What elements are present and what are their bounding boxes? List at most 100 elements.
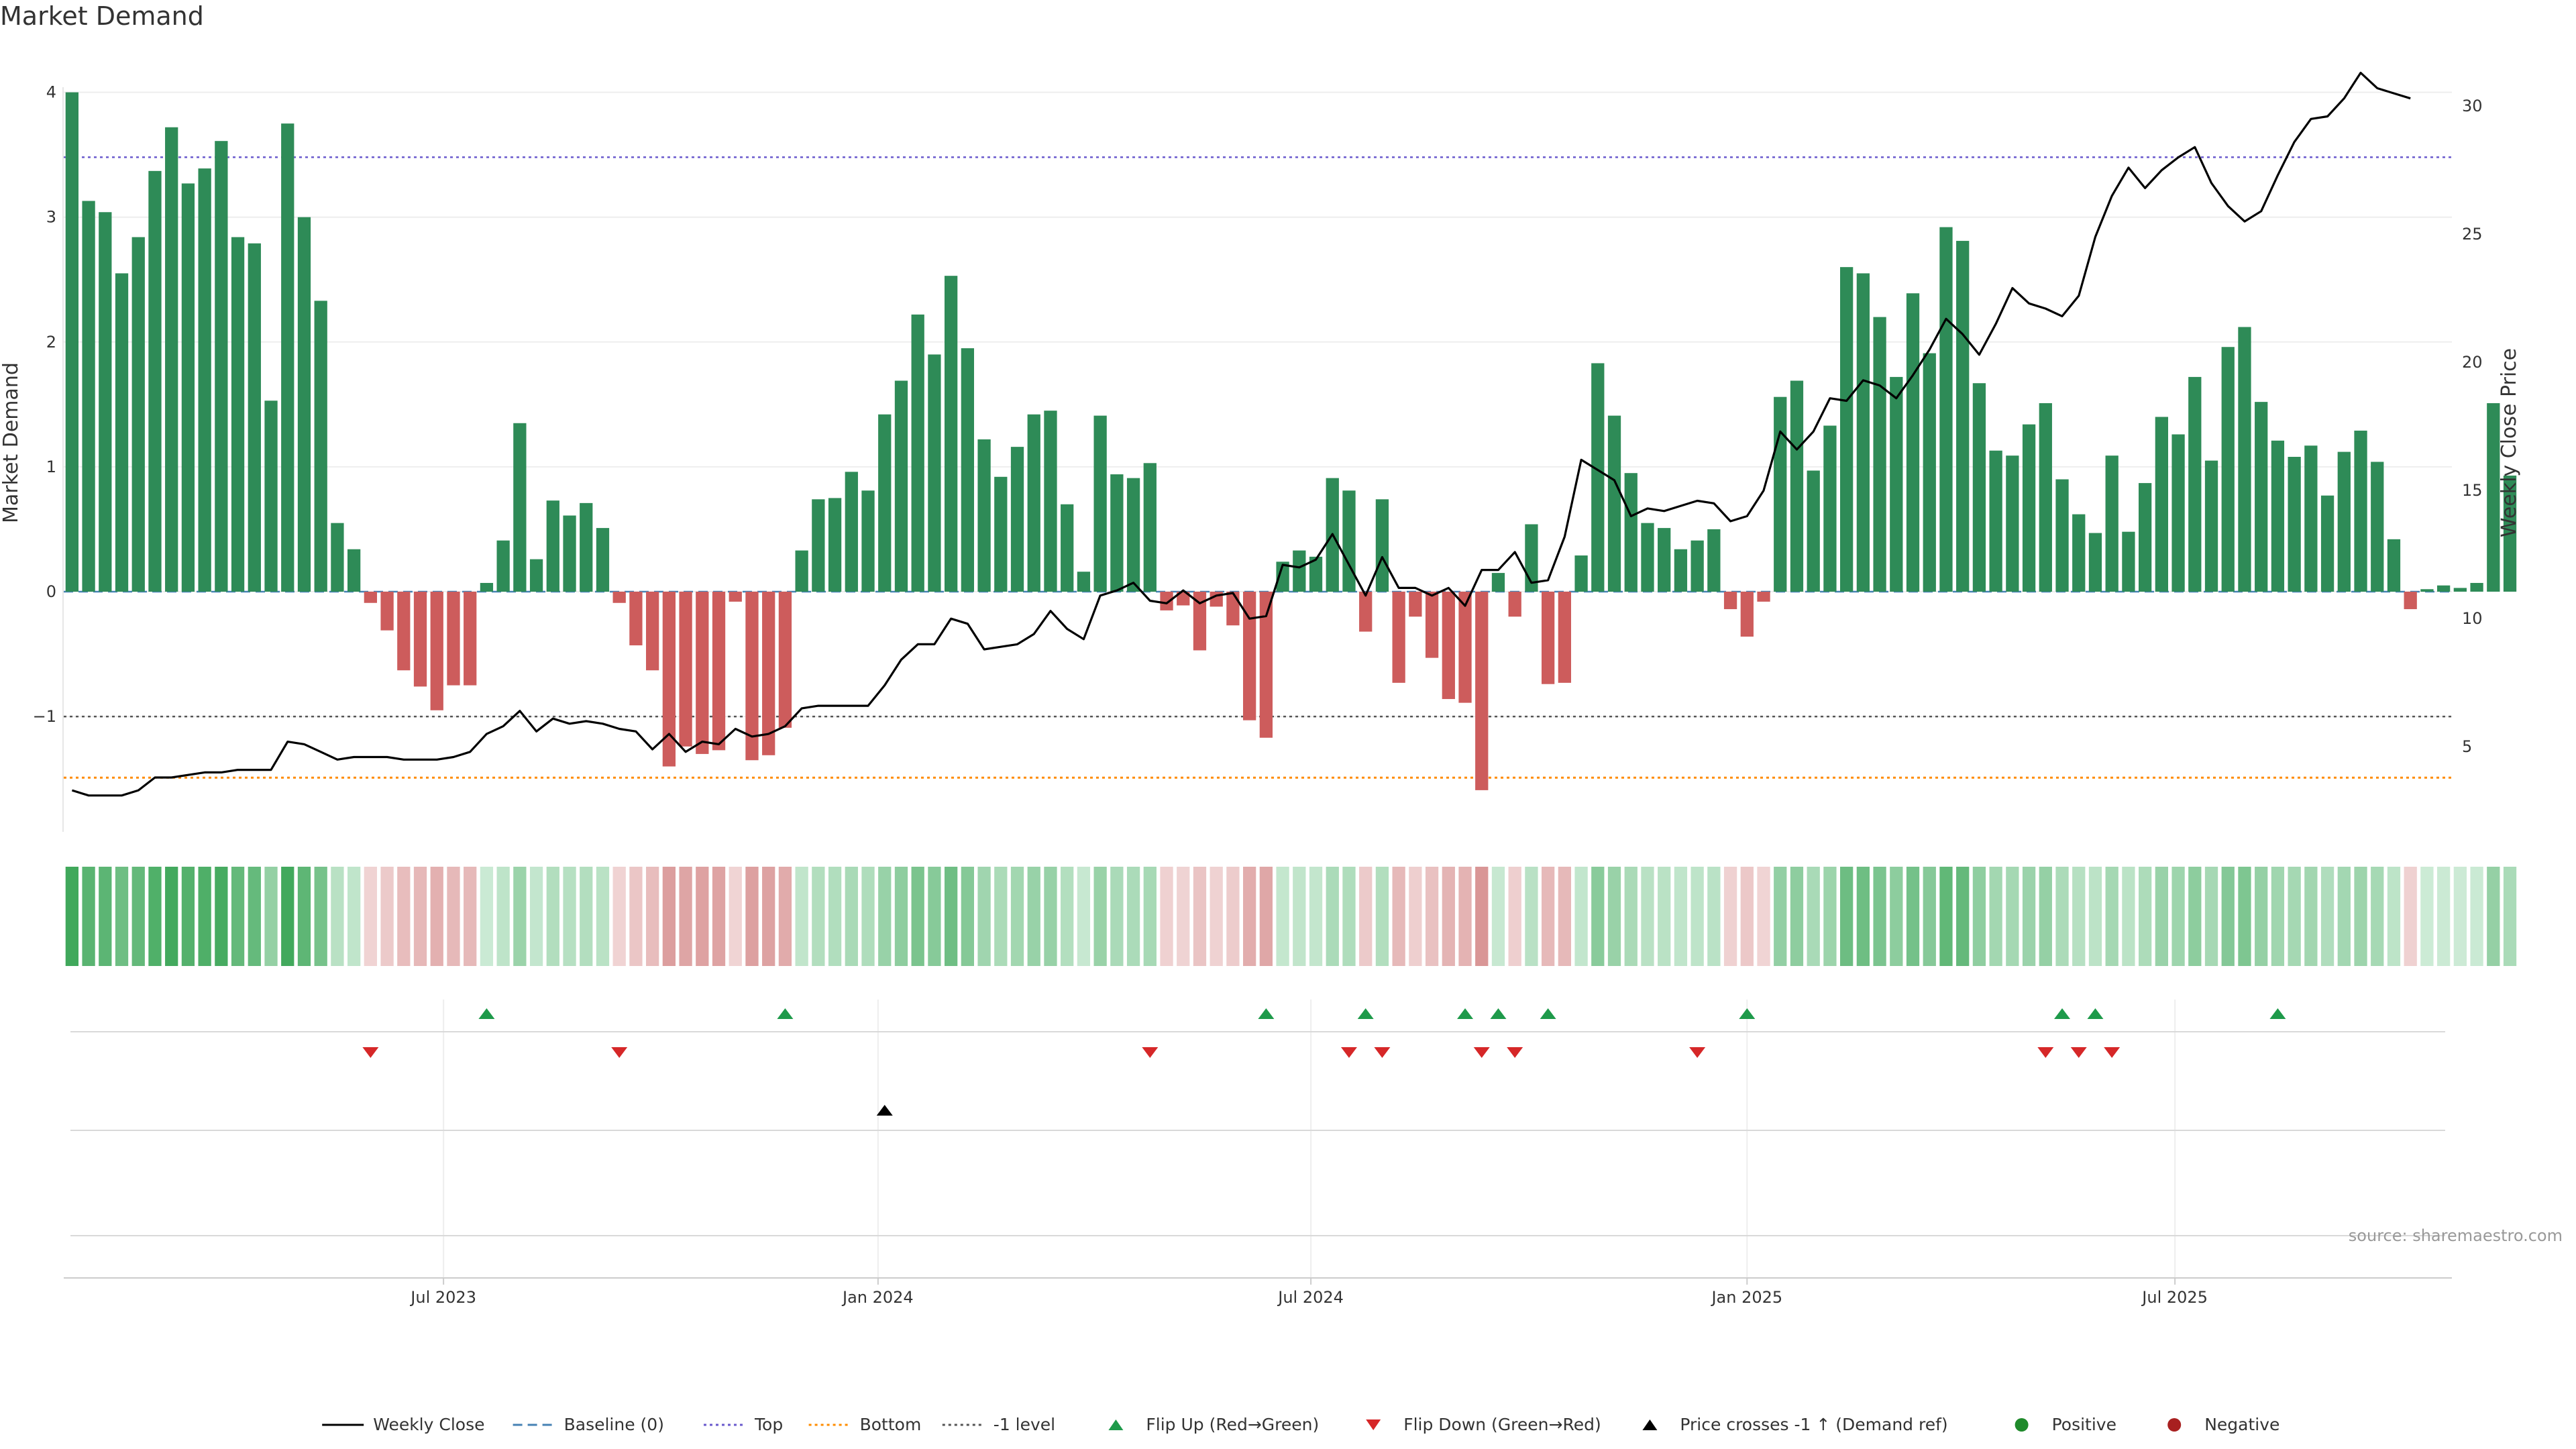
y2-tick-label: 25 xyxy=(2462,225,2483,244)
demand-bar xyxy=(1061,504,1074,592)
demand-bar xyxy=(1458,592,1472,703)
demand-bar xyxy=(1774,396,1787,592)
demand-bar xyxy=(2271,440,2285,592)
heat-cell xyxy=(1525,867,1538,966)
demand-bar xyxy=(165,127,178,592)
demand-bar xyxy=(513,423,527,592)
demand-bar xyxy=(1856,273,1870,592)
x-tick-label: Jul 2024 xyxy=(1277,1288,1344,1307)
demand-bar xyxy=(2072,514,2086,592)
demand-bar xyxy=(845,472,858,592)
heat-cell xyxy=(1143,867,1157,966)
heat-cell xyxy=(679,867,692,966)
chart-title: Market Demand xyxy=(0,1,204,31)
heat-cell xyxy=(2404,867,2417,966)
heat-cell xyxy=(1839,867,1854,966)
demand-bar xyxy=(580,502,593,592)
flip-up-marker xyxy=(1490,1008,1507,1019)
y2-tick-label: 10 xyxy=(2462,609,2483,628)
heat-cell xyxy=(464,867,477,966)
heat-cell xyxy=(2221,867,2235,966)
heat-cell xyxy=(546,867,559,966)
demand-bar xyxy=(82,201,95,592)
demand-bar xyxy=(2503,475,2517,592)
demand-bar xyxy=(464,592,477,686)
demand-bar xyxy=(1077,572,1091,592)
legend: Weekly Close Baseline (0) Top Bottom -1 leve… xyxy=(322,1415,2279,1434)
legend-swatch xyxy=(1366,1419,1381,1430)
flip-up-marker xyxy=(777,1008,794,1019)
flip-down-marker xyxy=(362,1047,379,1058)
heat-cell xyxy=(1276,867,1289,966)
demand-bar xyxy=(861,490,875,592)
flip-down-marker xyxy=(2104,1047,2121,1058)
heat-cell xyxy=(878,867,892,966)
heat-cell xyxy=(430,867,443,966)
demand-bar xyxy=(364,592,378,603)
heat-cell xyxy=(563,867,576,966)
demand-bar xyxy=(1624,473,1638,592)
heat-cell xyxy=(1508,867,1521,966)
legend-label: Price crosses -1 ↑ (Demand ref) xyxy=(1680,1415,1947,1434)
heat-cell xyxy=(944,867,958,966)
demand-bar xyxy=(1508,592,1521,617)
heat-cell xyxy=(1690,867,1704,966)
demand-bar xyxy=(679,592,692,747)
flip-down-marker xyxy=(1142,1047,1159,1058)
demand-bar xyxy=(2470,582,2483,592)
demand-bar xyxy=(231,237,245,592)
heat-cell xyxy=(2271,867,2285,966)
demand-bar xyxy=(496,540,510,592)
heat-cell xyxy=(778,867,792,966)
demand-bar xyxy=(1839,267,1854,592)
flip-down-marker xyxy=(1507,1047,1523,1058)
heat-cell xyxy=(1210,867,1223,966)
heat-cell xyxy=(629,867,643,966)
demand-bar xyxy=(2337,451,2351,592)
demand-bar xyxy=(1342,490,1356,592)
heat-cell xyxy=(1177,867,1190,966)
demand-bar xyxy=(2404,592,2417,610)
legend-label: -1 level xyxy=(994,1415,1055,1434)
grid-lines xyxy=(64,91,2452,1278)
flip-down-marker xyxy=(1340,1047,1357,1058)
heat-cell xyxy=(1342,867,1356,966)
heat-cell xyxy=(580,867,593,966)
heat-cell xyxy=(264,867,278,966)
demand-bar xyxy=(1143,463,1157,592)
heat-cell xyxy=(712,867,726,966)
demand-bar xyxy=(215,141,228,592)
demand-bar xyxy=(1939,227,1953,592)
heat-cell xyxy=(397,867,411,966)
heat-cell xyxy=(2155,867,2169,966)
heat-cell xyxy=(99,867,112,966)
y2-tick-label: 30 xyxy=(2462,97,2483,115)
demand-bar xyxy=(198,168,211,592)
demand-bar xyxy=(2088,533,2102,592)
demand-bar xyxy=(1027,414,1040,592)
heat-cell xyxy=(729,867,742,966)
demand-bar xyxy=(894,380,908,592)
demand-bar xyxy=(961,348,975,592)
demand-bar xyxy=(1475,592,1489,790)
demand-bar xyxy=(2122,531,2135,592)
demand-bar xyxy=(878,414,892,592)
demand-bar xyxy=(1740,592,1754,637)
demand-bar xyxy=(1425,592,1439,658)
legend-swatch xyxy=(1642,1419,1658,1430)
flip-up-marker xyxy=(478,1008,495,1019)
heat-cell xyxy=(364,867,378,966)
heat-cell xyxy=(2371,867,2384,966)
heat-cell xyxy=(413,867,427,966)
heat-cell xyxy=(1658,867,1671,966)
y-tick-label: 2 xyxy=(46,333,56,352)
demand-bar xyxy=(1591,363,1605,592)
demand-bar xyxy=(1972,383,1986,592)
heat-cell xyxy=(480,867,494,966)
demand-bar xyxy=(1276,561,1289,592)
demand-bar xyxy=(2055,479,2069,592)
demand-bar xyxy=(1126,478,1140,592)
heat-cell xyxy=(2337,867,2351,966)
heat-cell xyxy=(1574,867,1588,966)
